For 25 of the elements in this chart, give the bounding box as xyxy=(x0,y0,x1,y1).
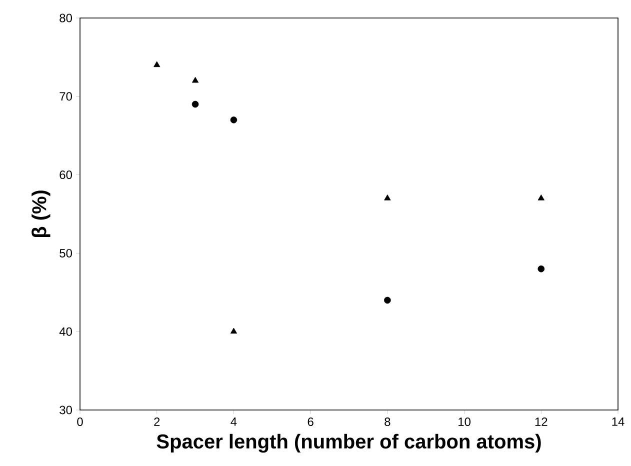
x-tick-label: 8 xyxy=(384,418,390,426)
point xyxy=(384,194,391,200)
y-tick-label: 50 xyxy=(60,248,72,258)
point xyxy=(192,100,199,108)
point xyxy=(384,296,391,304)
x-tick-label: 14 xyxy=(612,418,624,426)
y-axis-title: β (%) xyxy=(32,190,50,238)
x-tick-label: 6 xyxy=(308,418,314,426)
y-tick-label: 60 xyxy=(60,170,72,180)
y-tick-label: 80 xyxy=(60,14,72,22)
y-tick-label: 30 xyxy=(60,406,72,414)
x-tick-label: 4 xyxy=(230,418,237,426)
point xyxy=(230,328,238,334)
x-tick-label: 2 xyxy=(154,418,160,426)
y-tick-label: 40 xyxy=(59,327,72,336)
point xyxy=(538,265,545,272)
x-axis-title: Spacer length (number of carbon atoms) xyxy=(156,434,541,453)
y-tick-label: 70 xyxy=(60,92,72,101)
point xyxy=(230,116,238,124)
x-tick-label: 12 xyxy=(535,418,548,426)
point xyxy=(154,61,160,68)
x-tick-label: 0 xyxy=(77,418,83,426)
point xyxy=(192,76,199,83)
x-tick-label: 10 xyxy=(458,418,470,426)
point xyxy=(538,194,544,200)
